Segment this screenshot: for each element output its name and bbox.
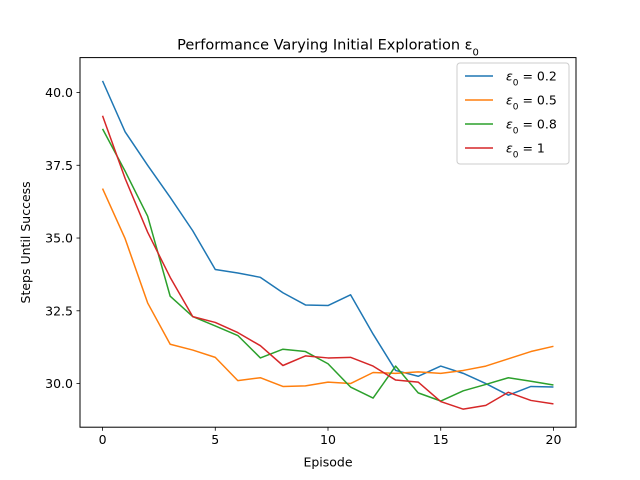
series-layer [101,80,554,410]
legend-label-3: ε0 = 1 [506,141,545,161]
y-tick-label: 30.0 [45,376,73,391]
series-line-0 [101,80,554,396]
y-tick-label: 32.5 [45,303,73,318]
series-line-2 [101,128,554,402]
x-tick-label: 0 [99,432,107,447]
x-tick-label: 15 [433,432,449,447]
y-tick-label: 35.0 [45,231,73,246]
x-axis-ticks: 0 5 10 15 20 [99,427,562,447]
legend-box [456,62,570,165]
series-line-1 [101,188,554,388]
y-tick-label: 40.0 [45,85,73,100]
y-tick-label: 37.5 [45,158,73,173]
chart-title: Performance Varying Initial Exploration … [177,38,479,59]
x-tick-label: 5 [211,432,219,447]
series-line-3 [101,115,554,410]
legend-label-2: ε0 = 0.8 [506,117,557,137]
y-axis-ticks: 30.0 32.5 35.0 37.5 40.0 [45,85,80,391]
x-tick-label: 20 [546,432,562,447]
legend-label-1: ε0 = 0.5 [506,93,557,113]
x-axis-label: Episode [303,455,352,470]
legend-label-0: ε0 = 0.2 [506,69,557,89]
legend: ε0 = 0.2 ε0 = 0.5 ε0 = 0.8 ε0 = 1 [456,62,570,165]
x-tick-label: 10 [320,432,336,447]
y-axis-label: Steps Until Success [18,181,33,303]
